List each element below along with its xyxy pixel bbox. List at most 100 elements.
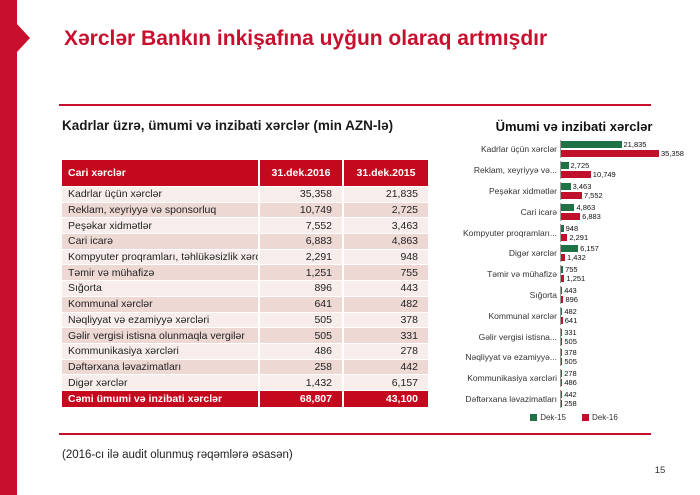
table-cell-value: 482 bbox=[344, 296, 428, 312]
table-cell-value: 6,883 bbox=[260, 234, 342, 249]
chart-row: Kommunikasiya xərcləri 278 486 bbox=[445, 368, 693, 389]
expenses-table: Cari xərclər 31.dek.2016 31.dek.2015 Kad… bbox=[62, 160, 428, 408]
bar-dek16 bbox=[561, 150, 659, 158]
bar-value-label: 2,291 bbox=[569, 232, 589, 242]
chart-bar-line: 948 bbox=[561, 224, 693, 233]
chart-bar-line: 505 bbox=[561, 357, 693, 366]
table-cell-value: 1,432 bbox=[260, 375, 342, 390]
bar-value-label: 505 bbox=[564, 357, 577, 367]
bar-value-label: 258 bbox=[564, 398, 577, 408]
table-cell-value: 505 bbox=[260, 328, 342, 343]
table-row: Təmir və mühafizə 1,251 755 bbox=[62, 265, 428, 281]
bar-dek16 bbox=[561, 171, 591, 179]
bar-value-label: 35,358 bbox=[661, 149, 684, 159]
chart-title: Ümumi və inzibati xərclər bbox=[495, 119, 653, 134]
bar-dek16 bbox=[561, 295, 564, 303]
chart-bar-group: 6,157 1,432 bbox=[560, 244, 693, 263]
chart-bar-line: 7,552 bbox=[561, 191, 693, 200]
table-row: Gəlir vergisi istisna olunmaqla vergilər… bbox=[62, 328, 428, 343]
chart-bar-line: 443 bbox=[561, 286, 693, 295]
legend-item-dek16: Dek-16 bbox=[582, 413, 618, 422]
table-row: Nəqliyyat və ezamiyyə xərcləri 505 378 bbox=[62, 312, 428, 328]
table-cell-value: 3,463 bbox=[344, 218, 428, 234]
bar-dek16 bbox=[561, 358, 563, 366]
chart-bar-group: 442 258 bbox=[560, 389, 693, 408]
table-cell-value: 1,251 bbox=[260, 265, 342, 281]
bar-dek16 bbox=[561, 191, 582, 199]
footnote: (2016-cı ilə audit olunmuş rəqəmlərə əsa… bbox=[62, 449, 293, 461]
bar-value-label: 443 bbox=[564, 285, 577, 295]
bar-dek15 bbox=[561, 349, 563, 357]
table-cell-label: Peşəkar xidmətlər bbox=[62, 218, 258, 234]
bar-dek15 bbox=[561, 182, 571, 190]
table-cell-label: Reklam, xeyriyyə və sponsorluq bbox=[62, 202, 258, 218]
chart-bar-group: 378 505 bbox=[560, 348, 693, 367]
table-cell-value: 442 bbox=[344, 359, 428, 375]
table-header-2016: 31.dek.2016 bbox=[260, 160, 342, 186]
chart-bar-line: 442 bbox=[561, 390, 693, 399]
chart-category-label: Gəlir vergisi istisna... bbox=[478, 331, 557, 342]
chart-category-label: Kadrlar üçün xərclər bbox=[480, 144, 557, 155]
chart-bar-line: 21,835 bbox=[561, 140, 693, 149]
chart-bar-line: 6,883 bbox=[561, 212, 693, 221]
chart-bar-line: 1,251 bbox=[561, 274, 693, 283]
table-total-2016: 68,807 bbox=[260, 390, 342, 407]
chart-category-label: Digər xərclər bbox=[508, 248, 557, 259]
chart-bar-group: 482 641 bbox=[560, 306, 693, 325]
chart-row: Kadrlar üçün xərclər 21,835 35,358 bbox=[445, 139, 693, 160]
table-cell-label: Cari icarə bbox=[62, 234, 258, 249]
table-row: Digər xərclər 1,432 6,157 bbox=[62, 375, 428, 390]
table-total-row: Cəmi ümumi və inzibati xərclər 68,807 43… bbox=[62, 390, 428, 407]
bar-dek16 bbox=[561, 337, 563, 345]
chart-bar-line: 1,432 bbox=[561, 253, 693, 262]
table-cell-value: 2,291 bbox=[260, 249, 342, 265]
table-cell-value: 10,749 bbox=[260, 202, 342, 218]
bar-value-label: 641 bbox=[564, 315, 578, 325]
bar-dek15 bbox=[561, 162, 569, 170]
bar-dek16 bbox=[561, 399, 563, 407]
table-cell-value: 443 bbox=[344, 281, 428, 296]
legend-swatch-green-icon bbox=[530, 414, 538, 421]
chart-bar-group: 21,835 35,358 bbox=[560, 140, 693, 159]
bar-value-label: 378 bbox=[564, 348, 577, 358]
table-total-2015: 43,100 bbox=[344, 390, 428, 407]
chart-row: Digər xərclər 6,157 1,432 bbox=[445, 243, 693, 264]
bar-value-label: 7,552 bbox=[583, 190, 603, 200]
table-row: Sığorta 896 443 bbox=[62, 281, 428, 296]
bar-value-label: 3,463 bbox=[572, 181, 592, 191]
chart-row: Cari icarə 4,863 6,883 bbox=[445, 201, 693, 222]
chart-row: Peşəkar xidmətlər 3,463 7,552 bbox=[445, 181, 693, 202]
bar-value-label: 442 bbox=[564, 389, 577, 399]
chart-row: Sığorta 443 896 bbox=[445, 285, 693, 306]
bar-value-label: 278 bbox=[564, 369, 577, 379]
chart-bar-group: 755 1,251 bbox=[560, 265, 693, 284]
chart-row: Təmir və mühafizə 755 1,251 bbox=[445, 264, 693, 285]
expenses-table-body: Kadrlar üçün xərclər 35,358 21,835 Reklam, … bbox=[62, 187, 428, 390]
bar-value-label: 505 bbox=[564, 336, 577, 346]
bar-dek15 bbox=[561, 245, 579, 253]
chart-category-label: Kommunal xərclər bbox=[488, 310, 558, 321]
legend-item-dek15: Dek-15 bbox=[530, 413, 566, 422]
table-title: Kadrlar üzrə, ümumi və inzibati xərclər … bbox=[62, 118, 394, 133]
table-cell-value: 896 bbox=[260, 281, 342, 296]
table-cell-value: 331 bbox=[344, 328, 428, 343]
table-row: Peşəkar xidmətlər 7,552 3,463 bbox=[62, 218, 428, 234]
chart-category-label: Təmir və mühafizə bbox=[487, 269, 557, 280]
chart-bar-line: 2,291 bbox=[561, 233, 693, 242]
chart-category-label: Kommunikasiya xərcləri bbox=[467, 373, 557, 384]
table-cell-label: Kommunikasiya xərcləri bbox=[62, 343, 258, 359]
bar-dek15 bbox=[561, 141, 622, 149]
chart-bar-line: 482 bbox=[561, 307, 693, 316]
bar-value-label: 10,749 bbox=[592, 170, 616, 180]
legend-label-dek16: Dek-16 bbox=[592, 413, 618, 422]
page-title: Xərclər Bankın inkişafına uyğun olaraq a… bbox=[64, 27, 548, 50]
table-cell-value: 21,835 bbox=[344, 187, 428, 202]
chart-bar-line: 35,358 bbox=[561, 149, 693, 158]
bar-dek15 bbox=[561, 286, 563, 294]
table-row: Kadrlar üçün xərclər 35,358 21,835 bbox=[62, 187, 428, 202]
bar-value-label: 1,432 bbox=[566, 253, 586, 263]
chart-row: Nəqliyyat və ezamiyyə... 378 505 bbox=[445, 347, 693, 368]
table-row: Dəftərxana ləvazimatları 258 442 bbox=[62, 359, 428, 375]
chart-legend: Dek-15 Dek-16 bbox=[458, 413, 690, 422]
bar-value-label: 6,157 bbox=[580, 244, 599, 254]
